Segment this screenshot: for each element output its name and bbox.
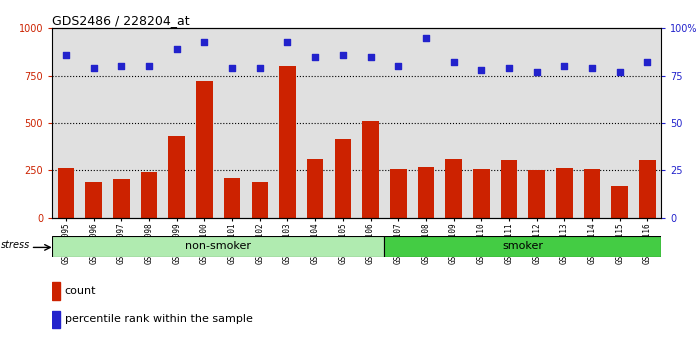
Point	[171, 46, 182, 52]
Point	[587, 65, 598, 71]
Bar	[500, 160, 517, 218]
Bar	[639, 160, 656, 218]
Bar	[168, 136, 185, 218]
Point	[282, 39, 293, 44]
Bar	[384, 236, 661, 257]
Bar	[224, 178, 240, 218]
Point	[227, 65, 238, 71]
Point	[338, 52, 349, 58]
Bar	[556, 169, 573, 218]
Point	[116, 63, 127, 69]
Point	[420, 35, 432, 41]
Text: non-smoker: non-smoker	[185, 241, 251, 251]
Text: count: count	[65, 286, 96, 296]
Bar	[473, 170, 489, 218]
Point	[559, 63, 570, 69]
Bar	[196, 81, 213, 218]
Point	[310, 54, 321, 59]
Bar	[52, 282, 59, 300]
Bar	[528, 170, 545, 218]
Text: percentile rank within the sample: percentile rank within the sample	[65, 314, 253, 325]
Bar	[362, 121, 379, 218]
Text: GDS2486 / 228204_at: GDS2486 / 228204_at	[52, 14, 190, 27]
Point	[254, 65, 265, 71]
Bar	[611, 185, 628, 218]
Text: smoker: smoker	[503, 241, 544, 251]
Bar	[86, 182, 102, 218]
Point	[642, 59, 653, 65]
Bar	[390, 170, 406, 218]
Bar	[52, 236, 384, 257]
Point	[143, 63, 155, 69]
Point	[199, 39, 210, 44]
Bar	[335, 139, 351, 218]
Point	[88, 65, 100, 71]
Point	[448, 59, 459, 65]
Bar	[58, 169, 74, 218]
Point	[365, 54, 376, 59]
Bar	[113, 179, 129, 218]
Text: stress: stress	[1, 240, 31, 250]
Point	[393, 63, 404, 69]
Bar	[584, 170, 600, 218]
Point	[475, 67, 487, 73]
Bar	[307, 159, 324, 218]
Bar	[279, 66, 296, 218]
Bar	[141, 172, 157, 218]
Point	[503, 65, 514, 71]
Point	[614, 69, 625, 75]
Point	[531, 69, 542, 75]
Bar	[445, 159, 462, 218]
Bar	[52, 310, 59, 329]
Bar	[418, 167, 434, 218]
Bar	[251, 182, 268, 218]
Point	[61, 52, 72, 58]
